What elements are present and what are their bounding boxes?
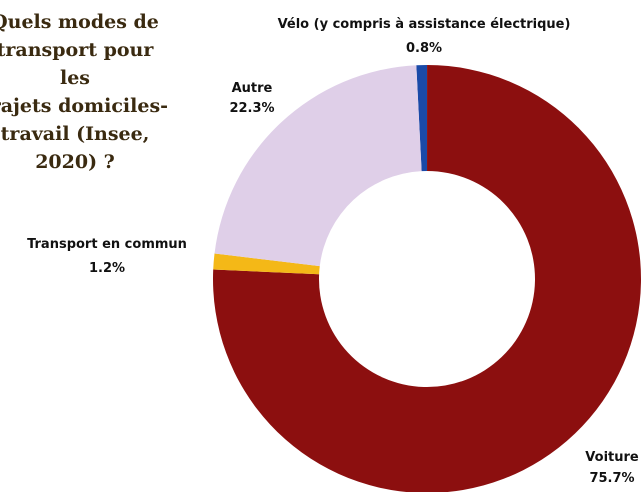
slice-autre xyxy=(214,65,422,267)
slice-label: Voiture xyxy=(585,450,639,465)
slice-voiture xyxy=(213,65,641,492)
slice-value-label: 1.2% xyxy=(89,261,125,276)
slice-transport xyxy=(213,253,320,275)
slice-value-label: 0.8% xyxy=(406,41,442,56)
slice-label: Transport en commun xyxy=(27,237,187,252)
slice-vélo xyxy=(416,65,428,172)
slice-label: Vélo (y compris à assistance électrique) xyxy=(278,17,571,32)
slice-value-label: 22.3% xyxy=(229,101,274,116)
slices-group xyxy=(213,65,641,492)
labels-group: Vélo (y compris à assistance électrique)… xyxy=(27,17,639,486)
chart-title: Quels modes de transport pour les trajet… xyxy=(0,11,169,173)
slice-label: Autre xyxy=(232,81,273,96)
slice-value-label: 75.7% xyxy=(589,471,634,486)
